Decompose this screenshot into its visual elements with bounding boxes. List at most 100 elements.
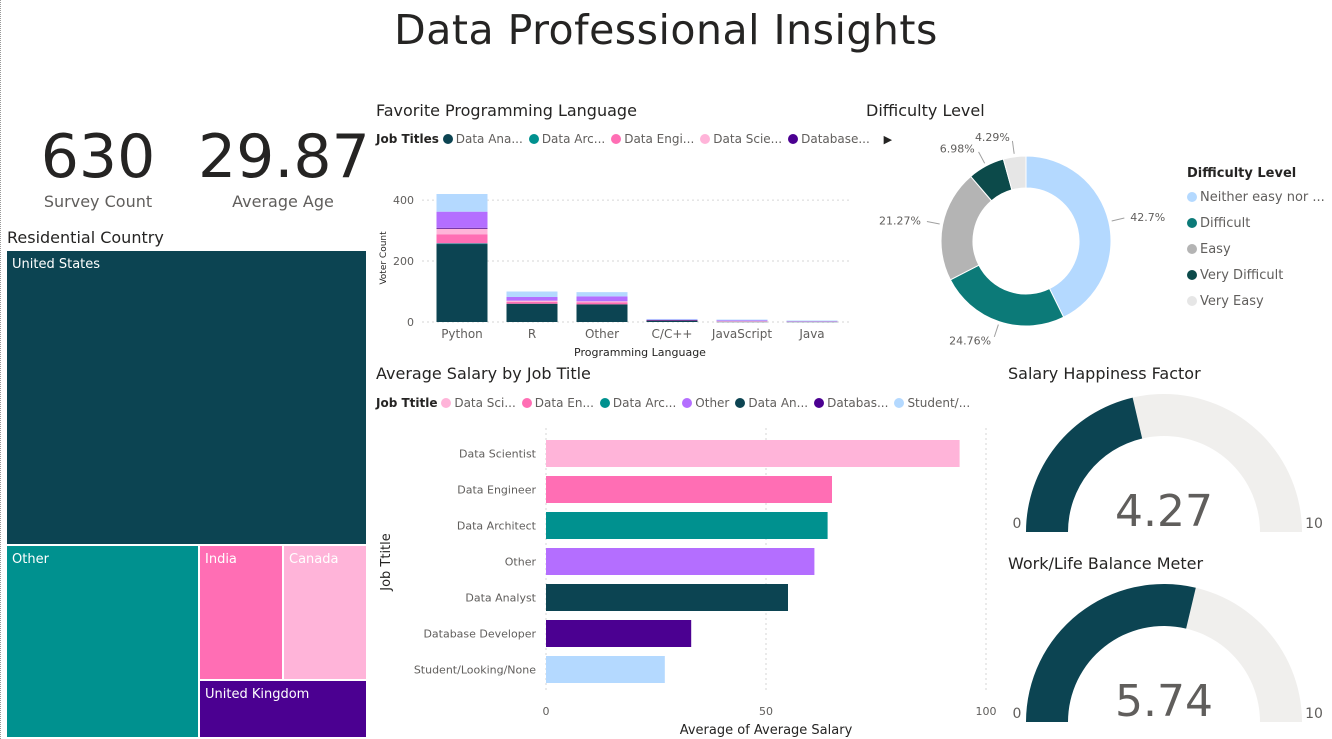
kpi-label: Survey Count [43,192,153,211]
legend-item[interactable]: Difficult [1187,216,1327,242]
leader-line [978,151,986,164]
legend-item[interactable]: Data An... [735,396,808,410]
x-tick-label: 100 [976,705,997,718]
gauge-value: 4.27 [1115,486,1213,537]
difficulty-title: Difficulty Level [866,101,985,120]
gauge-fill [1026,584,1196,722]
x-tick-label: R [528,327,536,341]
bar-segment [506,297,558,301]
bar-segment [646,320,698,322]
legend-item[interactable]: Other [682,396,729,410]
kpi-value: 29.87 [198,122,370,192]
treemap-cell-united-kingdom[interactable]: United Kingdom [199,680,367,738]
leader-line [993,324,999,338]
data-label: 42.7% [1130,211,1165,224]
bar-segment [436,194,488,212]
gauge-value: 5.74 [1115,676,1213,727]
treemap-label: Other [12,552,49,567]
difficulty-donut[interactable]: 42.7% 24.76% 21.27% 6.98%4.29% [866,130,1186,350]
bar [546,512,828,539]
worklife-balance-gauge[interactable]: 5.74 0 10 [1004,578,1332,728]
canvas-edge [0,0,2,739]
treemap-title: Residential Country [7,228,164,247]
legend-item[interactable]: Data Scie... [700,132,782,146]
worklife-gauge-title: Work/Life Balance Meter [1008,554,1204,573]
legend-item[interactable]: Data En... [521,396,594,410]
legend-item[interactable]: Neither easy nor ... [1187,190,1327,216]
data-label: 21.27% [879,215,921,228]
legend-item[interactable]: Data Engi... [611,132,694,146]
bar-segment [436,228,488,235]
bar [546,620,692,647]
legend-item[interactable]: Student/... [894,396,970,410]
gauge-max-label: 10 [1305,706,1323,722]
bar [546,548,815,575]
leader-line [1111,217,1125,222]
legend-label: Data An... [748,396,809,410]
legend-item[interactable]: Data Ana... [442,132,523,146]
legend-label: Database... [801,132,870,146]
donut-slice [1002,155,1027,191]
gauge-min-label: 0 [1013,706,1022,722]
legend-dot [682,398,693,408]
treemap-cell-united-states[interactable]: United States [6,250,367,545]
legend-label: Very Easy [1200,294,1264,309]
bar-segment [436,243,488,245]
lang-chart-title: Favorite Programming Language [376,101,637,120]
legend-label: Other [695,396,730,410]
legend-item[interactable]: Database... [788,132,870,146]
legend-item[interactable]: Easy [1187,242,1327,268]
donut-slice [949,264,1065,327]
y-tick-label: Other [505,556,537,569]
legend-label: Data Scie... [713,132,783,146]
y-tick-label: Database Developer [423,628,536,641]
treemap-label: Canada [289,552,339,567]
x-tick-label: JavaScript [711,327,772,341]
bar-segment [506,300,558,302]
bar-segment [436,243,488,322]
salary-gauge-title: Salary Happiness Factor [1008,364,1201,383]
bar-segment [716,319,768,321]
legend-dot [442,134,453,144]
x-tick-label: Other [585,327,619,341]
legend-label: Data Sci... [454,396,516,410]
salary-chart-title: Average Salary by Job Title [376,364,591,383]
legend-item[interactable]: Data Arc... [528,132,606,146]
legend-label: Data Arc... [541,132,606,146]
bar-segment [716,321,768,322]
legend-item[interactable]: Very Difficult [1187,268,1327,294]
treemap-label: India [205,552,237,567]
y-tick-label: 0 [407,316,414,329]
data-label: 24.76% [949,335,991,348]
bar-segment [576,302,628,305]
salary-happiness-gauge[interactable]: 4.27 0 10 [1004,388,1332,540]
legend-next-arrow-icon[interactable]: ▶ [883,133,893,146]
x-tick-label: Python [441,327,483,341]
bar-segment [646,318,698,320]
legend-dot [1187,296,1197,306]
legend-dot [1187,218,1197,228]
treemap-cell-other[interactable]: Other [6,545,199,738]
residential-country-treemap[interactable]: United States Other India Canada United … [6,250,367,738]
legend-item[interactable]: Data Arc... [599,396,676,410]
legend-item[interactable]: Data Sci... [441,396,516,410]
treemap-cell-canada[interactable]: Canada [283,545,367,680]
legend-dot [1187,192,1197,202]
x-axis-title: Programming Language [574,346,706,359]
difficulty-legend: Difficulty Level Neither easy nor ... Di… [1187,166,1327,320]
gauge-fill [1026,397,1143,532]
legend-dot [735,398,746,408]
kpi-label: Average Age [232,192,334,211]
y-tick-label: Data Analyst [465,592,536,605]
legend-dot [700,134,711,144]
lang-chart-plot[interactable]: 0 200 400 Voter Count Python R Other C/C++ JavaS… [372,178,856,362]
y-tick-label: Data Architect [457,520,537,533]
treemap-cell-india[interactable]: India [199,545,283,680]
legend-item[interactable]: Databas... [814,396,888,410]
legend-dot [528,134,539,144]
bar [546,656,665,683]
salary-chart-plot[interactable]: 0 50 100 Data Scientist Data Engineer Data Ar… [372,420,1002,738]
bar-segment [576,292,628,297]
legend-item[interactable]: Very Easy [1187,294,1327,320]
gauge-max-label: 10 [1305,516,1323,532]
